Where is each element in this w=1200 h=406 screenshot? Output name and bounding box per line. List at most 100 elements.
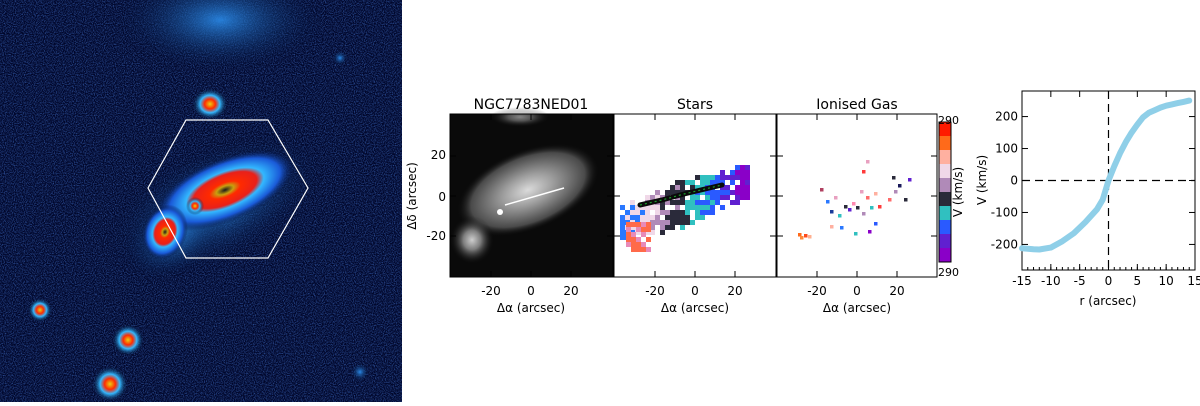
- p1-xtick-label-0: 0: [527, 284, 535, 298]
- stars-map-pixel: [680, 200, 685, 205]
- stars-map-pixel: [675, 210, 680, 215]
- gas-map-pixel: [878, 205, 882, 209]
- stars-map-pixel: [695, 210, 700, 215]
- stars-map-pixel: [685, 210, 690, 215]
- stars-map-pixel: [710, 190, 715, 195]
- stars-map-pixel: [675, 190, 680, 195]
- stars-map-pixel: [705, 175, 710, 180]
- stars-map-pixel: [735, 185, 740, 190]
- rc-xtick-label: 5: [1134, 274, 1142, 288]
- stars-map-pixel: [645, 205, 650, 210]
- stars-map-pixel: [626, 222, 631, 227]
- map-ylabel: Δδ (arcsec): [405, 162, 419, 230]
- gas-map-pixel: [862, 212, 866, 216]
- stars-map-pixel: [730, 170, 735, 175]
- gas-map-pixel: [856, 206, 860, 210]
- stars-map-pixel: [680, 210, 685, 215]
- stars-map-pixel: [685, 215, 690, 220]
- stars-map-pixel: [745, 165, 750, 170]
- colorbar-cell: [939, 248, 951, 263]
- stars-map-pixel: [641, 232, 646, 237]
- stars-map-pixel: [635, 215, 640, 220]
- stars-map-pixel: [665, 200, 670, 205]
- stars-map-pixel: [670, 225, 675, 230]
- stars-map-pixel: [700, 210, 705, 215]
- stars-map-pixel: [735, 170, 740, 175]
- stars-map-pixel: [650, 220, 655, 225]
- stars-map-pixel: [655, 215, 660, 220]
- colorbar-bottom-label: 290: [938, 266, 959, 279]
- stars-map-pixel: [635, 210, 640, 215]
- stars-map-pixel: [620, 225, 625, 230]
- gas-map-pixel: [840, 226, 844, 230]
- stars-map-pixel: [645, 215, 650, 220]
- colorbar-cell: [939, 150, 951, 165]
- p2-xlabel: Δα (arcsec): [661, 301, 729, 315]
- stars-map-pixel: [630, 225, 635, 230]
- stars-map-pixel: [680, 225, 685, 230]
- stars-map-pixel: [636, 247, 641, 252]
- stars-map-pixel: [641, 227, 646, 232]
- stars-map-pixel: [725, 175, 730, 180]
- stars-map-pixel: [690, 180, 695, 185]
- stars-map-pixel: [700, 200, 705, 205]
- rc-ytick-label: 100: [995, 142, 1018, 156]
- stars-map-pixel: [660, 225, 665, 230]
- stars-map-pixel: [641, 222, 646, 227]
- rc-ytick-label: -200: [991, 237, 1018, 251]
- gas-map-pixel: [874, 192, 878, 196]
- stars-map-pixel: [730, 190, 735, 195]
- p2-xtick-label-20: 20: [727, 284, 742, 298]
- gas-map-pixel: [854, 232, 858, 236]
- stars-map-pixel: [715, 175, 720, 180]
- colorbar-label: V (km/s): [951, 167, 965, 217]
- stars-map-pixel: [665, 215, 670, 220]
- gas-map-pixel: [888, 198, 892, 202]
- stars-map-pixel: [730, 200, 735, 205]
- stars-map-pixel: [636, 237, 641, 242]
- stars-map-pixel: [670, 200, 675, 205]
- stars-map-pixel: [740, 185, 745, 190]
- gas-map-pixel: [820, 188, 824, 192]
- stars-map-pixel: [636, 222, 641, 227]
- stars-map-pixel: [660, 205, 665, 210]
- stars-map-pixel: [631, 232, 636, 237]
- gas-map-pixel: [892, 176, 896, 180]
- colorbar: 290 290 V (km/s): [938, 114, 965, 279]
- stars-map-pixel: [650, 205, 655, 210]
- stars-map-pixel: [650, 225, 655, 230]
- gas-map-pixel: [870, 206, 874, 210]
- stars-map-pixel: [720, 175, 725, 180]
- stars-map-pixel: [630, 200, 635, 205]
- stars-map-pixel: [620, 215, 625, 220]
- gas-map-pixel: [826, 200, 830, 204]
- stars-map-pixel: [680, 195, 685, 200]
- gas-map-pixel: [852, 202, 856, 206]
- map-ytick-label-20: 20: [431, 148, 446, 162]
- stars-map-pixel: [685, 205, 690, 210]
- stars-map-pixel: [640, 205, 645, 210]
- map-ytick-label-minus20: -20: [426, 229, 446, 243]
- gas-map-pixel: [834, 196, 838, 200]
- p1-xlabel: Δα (arcsec): [497, 301, 565, 315]
- stars-map-pixel: [675, 205, 680, 210]
- stars-map-pixel: [690, 185, 695, 190]
- stars-map-pixel: [670, 185, 675, 190]
- stars-map-pixel: [635, 230, 640, 235]
- rc-xtick-label: 15: [1187, 274, 1200, 288]
- stars-map-pixel: [625, 215, 630, 220]
- rc-ytick-label: 200: [995, 110, 1018, 124]
- gas-map-pixel: [808, 235, 812, 239]
- panel-stars: [613, 113, 777, 278]
- stars-map-pixel: [745, 175, 750, 180]
- stars-map-pixel: [695, 200, 700, 205]
- stars-map-pixel: [705, 205, 710, 210]
- stars-map-pixel: [705, 190, 710, 195]
- stars-map-pixel: [740, 180, 745, 185]
- stars-map-pixel: [715, 195, 720, 200]
- stars-map-pixel: [690, 195, 695, 200]
- stars-map-pixel: [725, 195, 730, 200]
- rc-series-line: [1019, 97, 1193, 253]
- stars-map-pixel: [630, 210, 635, 215]
- stars-map-pixel: [620, 220, 625, 225]
